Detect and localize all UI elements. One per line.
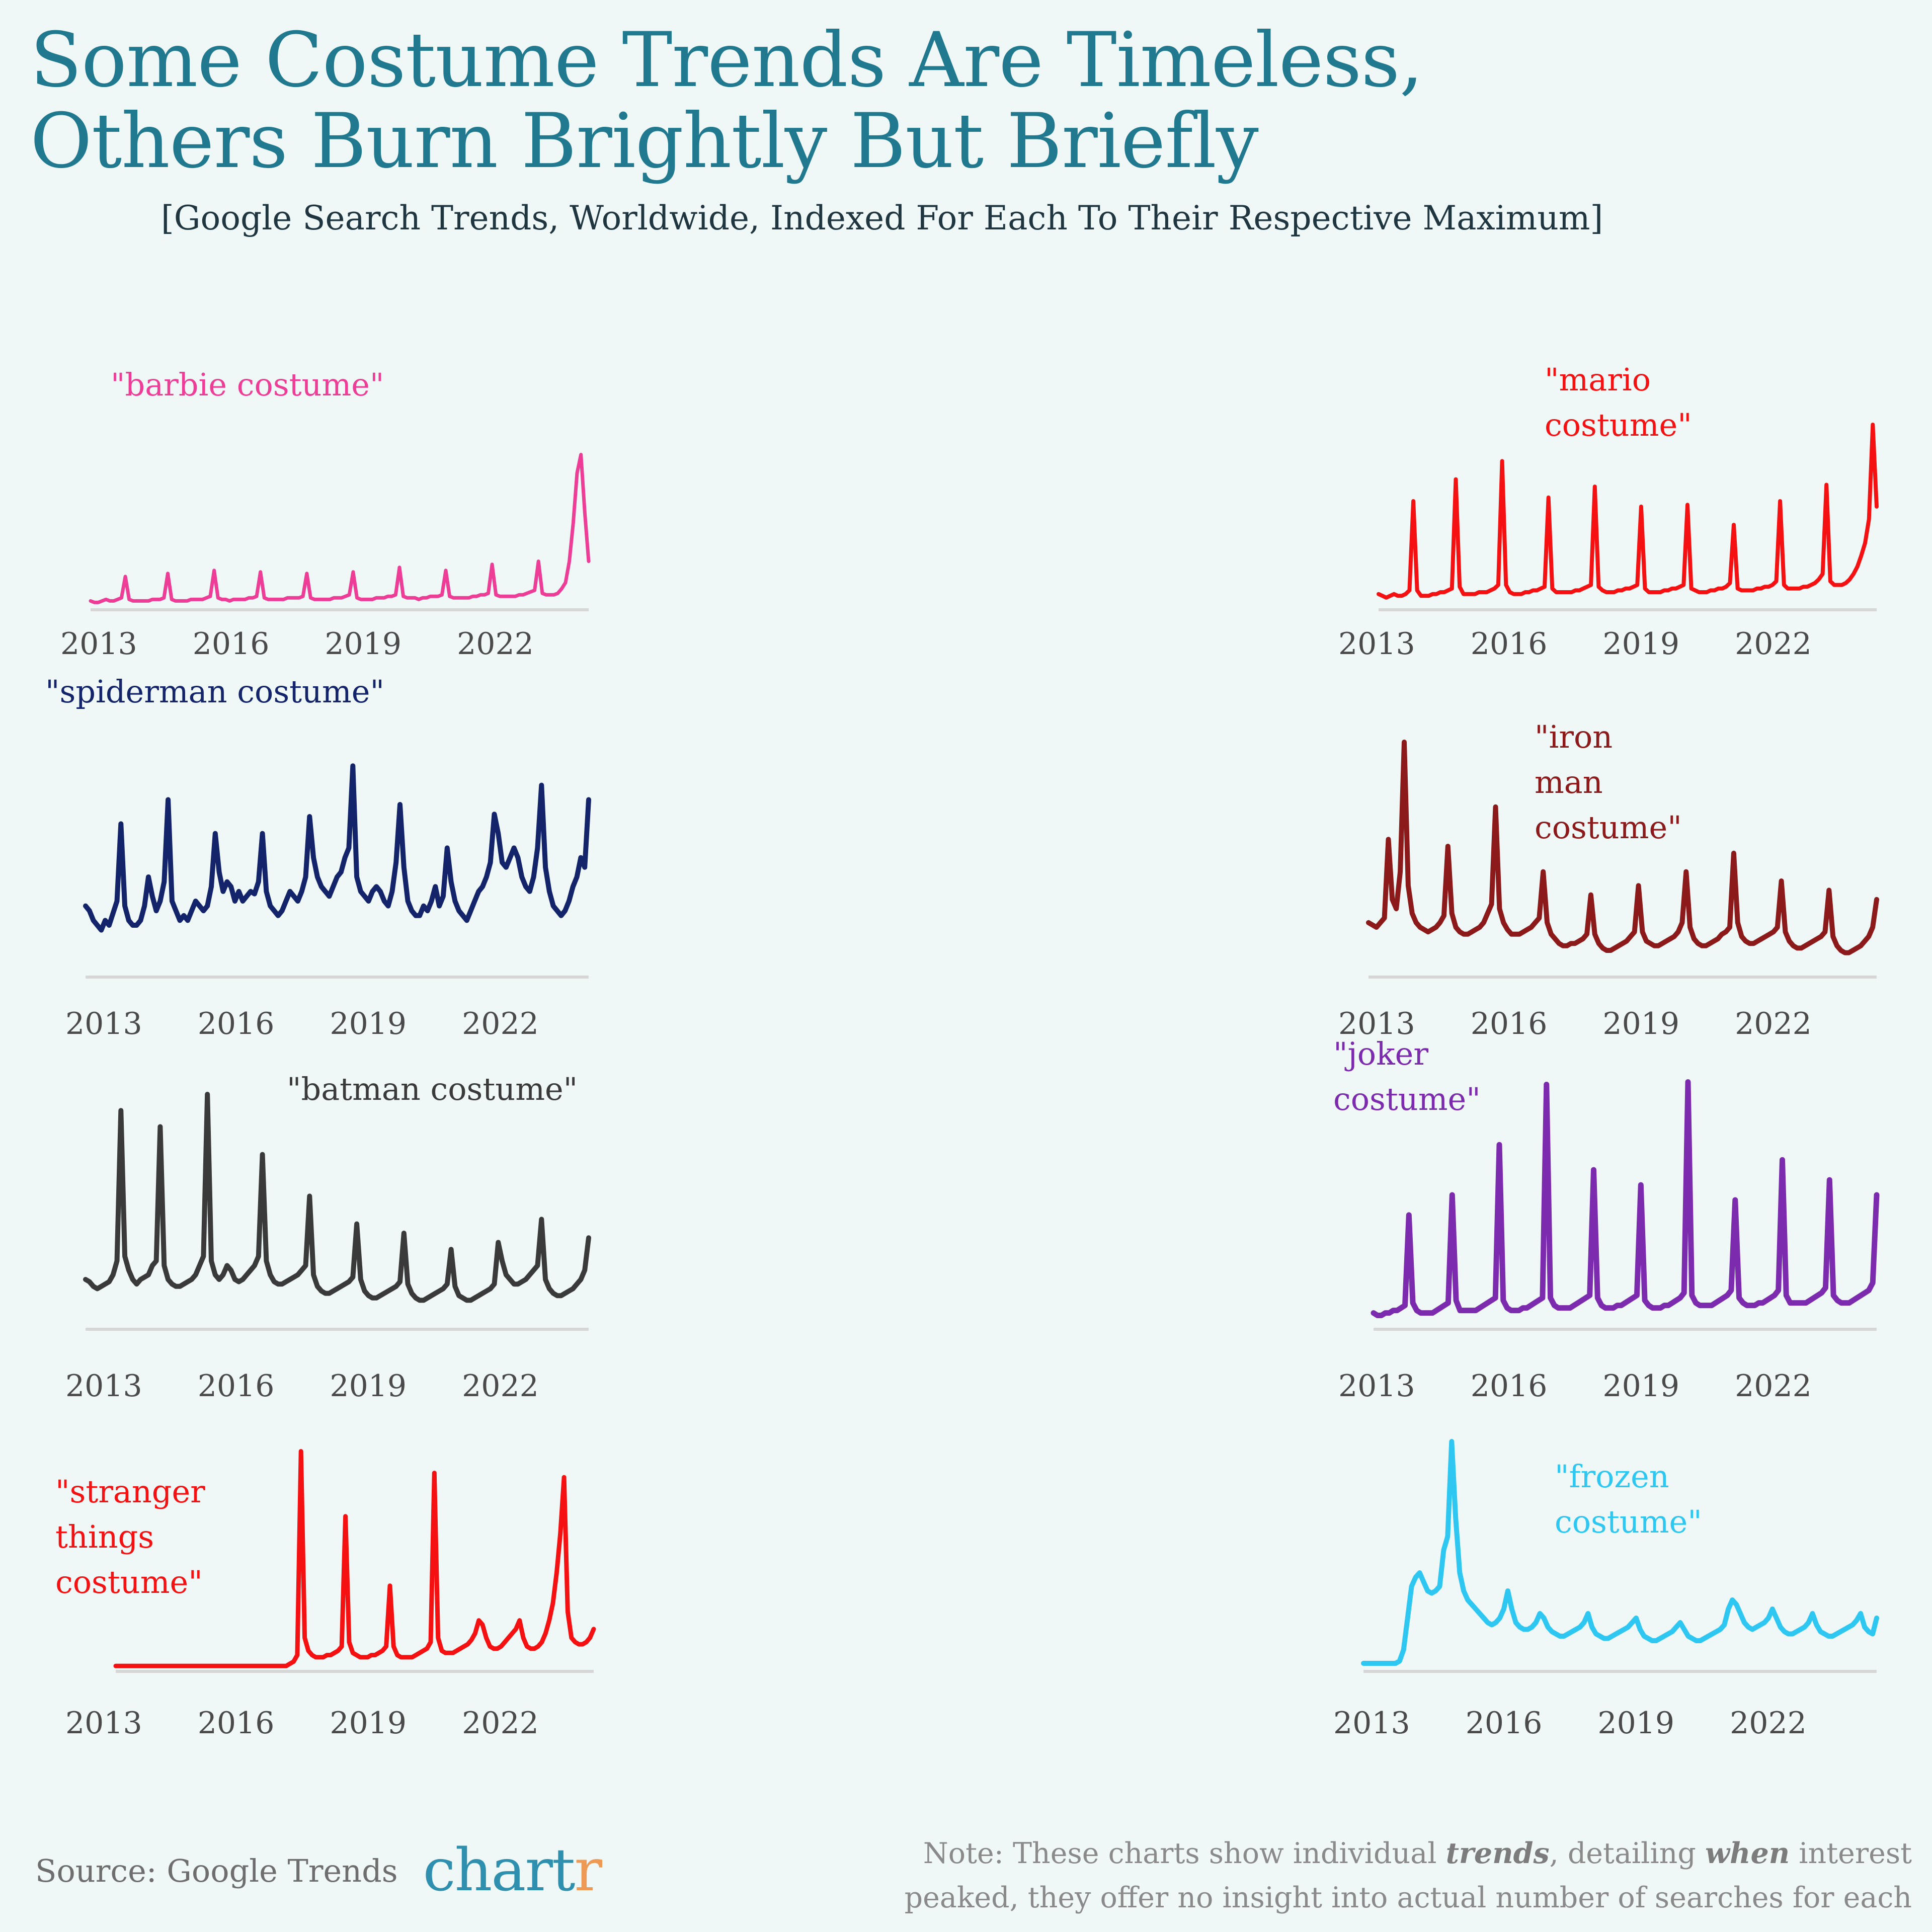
chart-series-label: "batman costume": [287, 1071, 578, 1107]
x-axis-tick: 2019: [1602, 626, 1680, 662]
note-emphasis-when: when: [1705, 1836, 1790, 1870]
sparkline-plot: [83, 763, 591, 979]
x-axis: 2013 2016 2019 2022: [1338, 1006, 1867, 1041]
x-axis-tick: 2016: [197, 1706, 275, 1741]
x-axis-tick: 2019: [330, 1369, 407, 1404]
data-series-line: [89, 453, 591, 604]
chart-panel: "frozen costume" 2013 2016 2019 2022: [629, 1439, 1879, 1801]
sparkline-plot: [1377, 423, 1879, 611]
x-axis: 2013 2016 2019 2022: [65, 1369, 594, 1404]
sparkline-plot: [89, 453, 591, 611]
sparkline-plot: [83, 1092, 591, 1331]
x-axis-tick: 2016: [1470, 1369, 1548, 1404]
data-series-line: [1377, 423, 1879, 600]
chart-panel: "barbie costume" 2013 2016 2019 2022: [0, 352, 629, 664]
x-axis-tick: 2013: [65, 1369, 142, 1404]
x-axis-tick: 2022: [1735, 626, 1812, 662]
x-axis-tick: 2019: [330, 1706, 407, 1741]
data-series-line: [83, 1092, 591, 1303]
x-axis-tick: 2022: [462, 1006, 539, 1041]
x-axis-tick: 2019: [1602, 1369, 1680, 1404]
chart-series-label: "iron man costume": [1535, 718, 1682, 846]
chart-series-label: "barbie costume": [111, 366, 384, 403]
note-emphasis-trends: trends: [1445, 1836, 1550, 1870]
x-axis-tick: 2013: [65, 1706, 142, 1741]
x-axis-tick: 2019: [330, 1006, 407, 1041]
x-axis-tick: 2022: [462, 1369, 539, 1404]
x-axis-tick: 2013: [60, 626, 137, 662]
chart-series-label: "joker costume": [1333, 1035, 1481, 1117]
chart-panel: "iron man costume" 2013 2016 2019 2022: [629, 664, 1879, 1062]
page-subtitle: [Google Search Trends, Worldwide, Indexe…: [161, 199, 1603, 237]
x-axis-tick: 2019: [1597, 1706, 1675, 1741]
x-axis: 2013 2016 2019 2022: [65, 1706, 594, 1741]
chart-panel: "spiderman costume" 2013 2016 2019 2022: [0, 664, 629, 1062]
data-series-line: [113, 1449, 596, 1668]
x-axis-tick: 2016: [1470, 1006, 1548, 1041]
data-series-line: [1371, 1079, 1880, 1318]
x-axis-tick: 2022: [1730, 1706, 1807, 1741]
chart-series-label: "spiderman costume": [45, 673, 384, 710]
x-axis: 2013 2016 2019 2022: [1338, 1369, 1867, 1404]
x-axis-tick: 2016: [197, 1006, 275, 1041]
footer-left: Source: Google Trends chartr: [35, 1841, 602, 1900]
x-axis-tick: 2016: [192, 626, 270, 662]
x-axis: 2013 2016 2019 2022: [1333, 1706, 1862, 1741]
x-axis-tick: 2022: [457, 626, 534, 662]
x-axis-tick: 2022: [1735, 1006, 1812, 1041]
chart-series-label: "stranger things costume": [55, 1473, 205, 1600]
x-axis: 2013 2016 2019 2022: [60, 626, 589, 662]
sparkline-plot: [1366, 740, 1879, 979]
logo-text-accent: r: [574, 1836, 602, 1904]
source-label: Source: Google Trends: [35, 1852, 398, 1889]
header: Some Costume Trends Are Timeless, Others…: [0, 0, 1932, 237]
x-axis-tick: 2019: [325, 626, 402, 662]
logo-text-primary: chart: [423, 1836, 576, 1904]
x-axis-tick: 2016: [197, 1369, 275, 1404]
chart-series-label: "mario costume": [1545, 361, 1692, 443]
x-axis: 2013 2016 2019 2022: [65, 1006, 594, 1041]
x-axis-tick: 2016: [1465, 1706, 1543, 1741]
sparkline-plot: [113, 1449, 596, 1673]
data-series-line: [83, 763, 591, 933]
footnote: Note: These charts show individual trend…: [815, 1831, 1912, 1920]
sparkline-plot: [1371, 1079, 1880, 1331]
x-axis-tick: 2013: [65, 1006, 142, 1041]
note-line-2: peaked, they offer no insight into actua…: [904, 1881, 1912, 1915]
chart-panel: "joker costume" 2013 2016 2019 2022: [629, 1035, 1880, 1439]
chart-panel: "batman costume" 2013 2016 2019 2022: [0, 1062, 629, 1439]
note-part-2: , detailing: [1549, 1837, 1705, 1870]
x-axis-tick: 2013: [1338, 626, 1415, 662]
x-axis-tick: 2013: [1338, 1369, 1415, 1404]
x-axis-tick: 2022: [462, 1706, 539, 1741]
x-axis-tick: 2022: [1735, 1369, 1812, 1404]
chartr-logo: chartr: [423, 1841, 602, 1900]
data-series-line: [1366, 740, 1879, 955]
x-axis: 2013 2016 2019 2022: [1338, 626, 1867, 662]
x-axis-tick: 2013: [1333, 1706, 1410, 1741]
x-axis-tick: 2013: [1338, 1006, 1415, 1041]
note-part-1: Note: These charts show individual: [923, 1837, 1446, 1870]
note-part-3: interest: [1790, 1837, 1912, 1870]
page-title: Some Costume Trends Are Timeless, Others…: [30, 17, 1423, 185]
x-axis-tick: 2016: [1470, 626, 1548, 662]
sparkline-plot: [1361, 1439, 1879, 1673]
chart-panel: "mario costume" 2013 2016 2019 2022: [629, 352, 1879, 664]
chart-grid: "barbie costume" 2013 2016 2019 2022 "mario c…: [0, 352, 1932, 1801]
x-axis-tick: 2019: [1602, 1006, 1680, 1041]
chart-panel: "stranger things costume" 2013 2016 2019 202…: [0, 1439, 629, 1801]
chart-series-label: "frozen costume": [1555, 1458, 1702, 1540]
data-series-line: [1361, 1439, 1879, 1666]
